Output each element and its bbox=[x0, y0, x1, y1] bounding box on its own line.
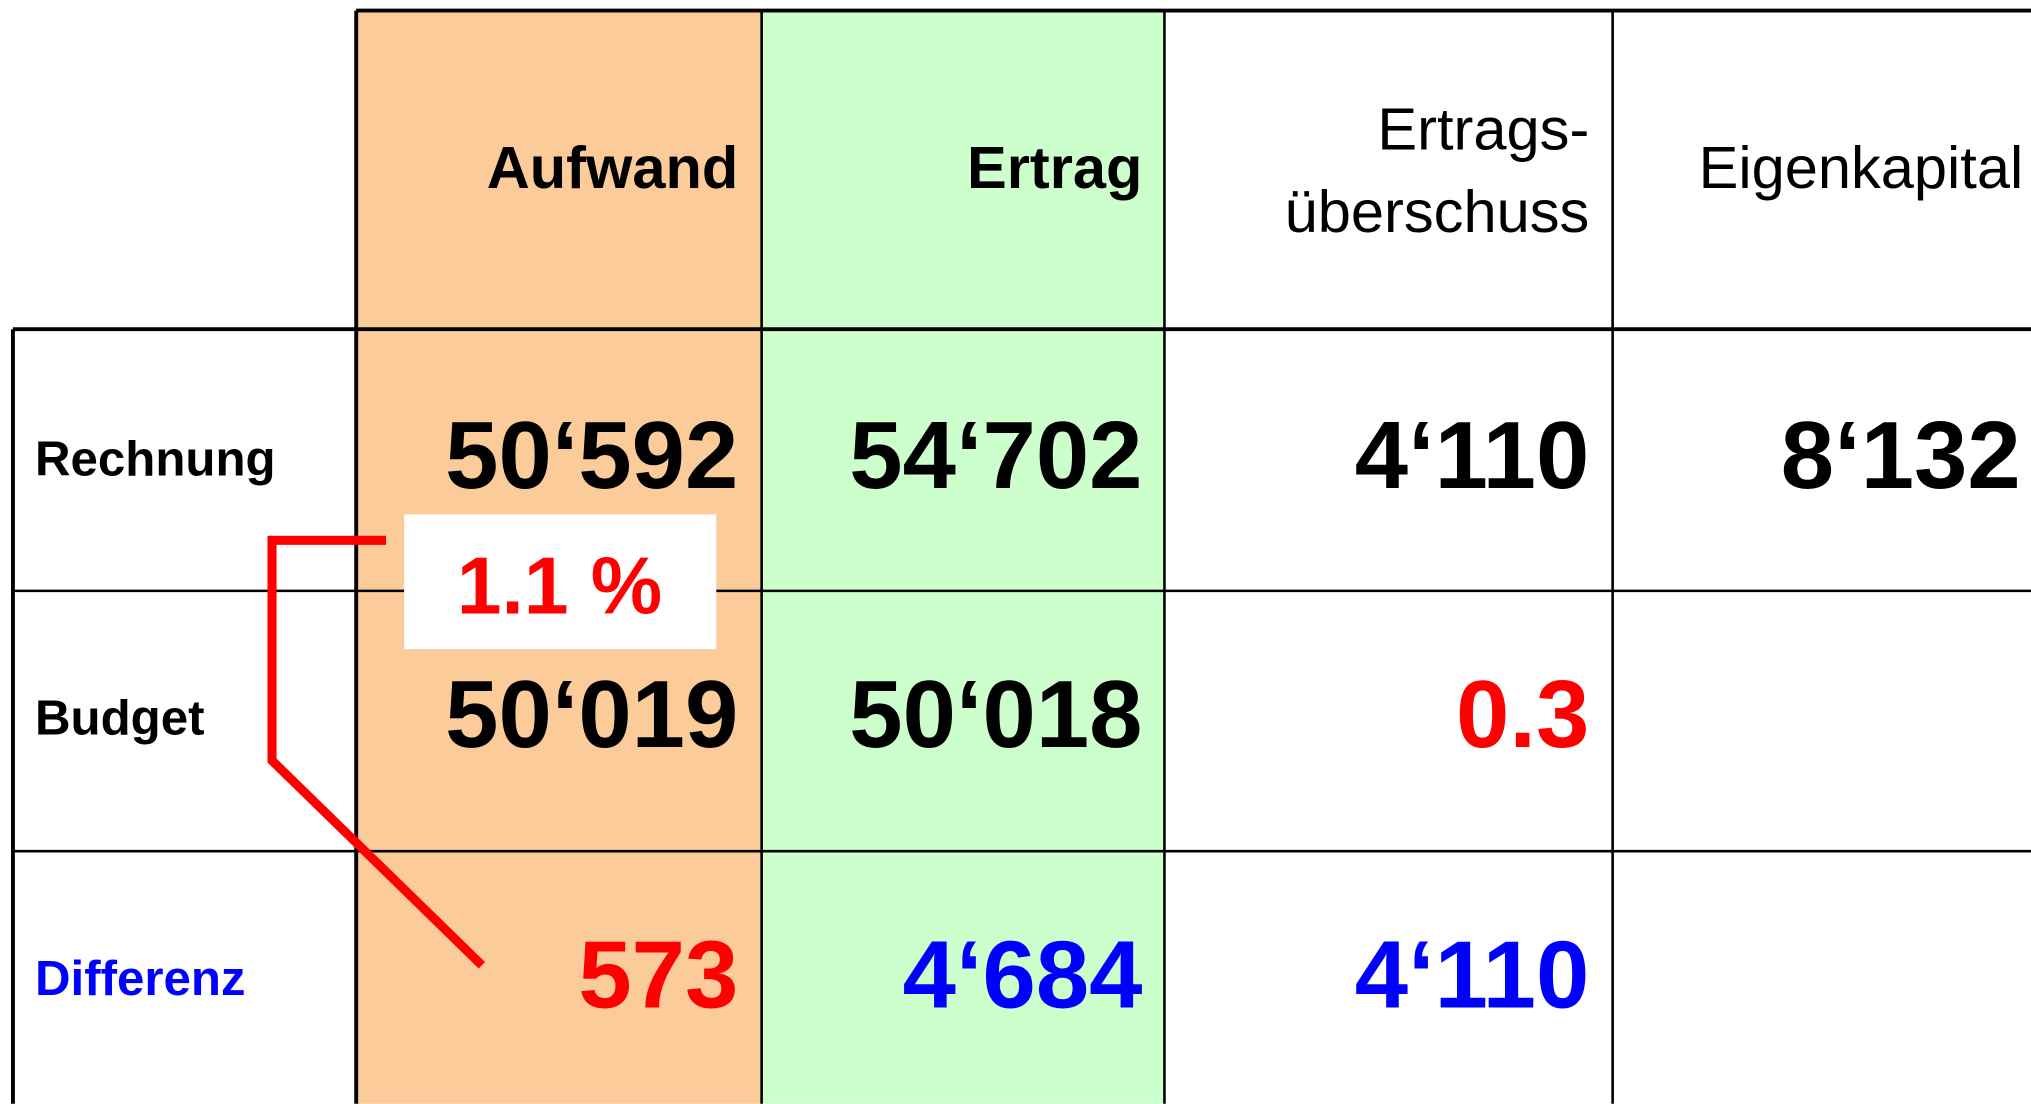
cell-value: 4‘110 bbox=[1355, 402, 1590, 509]
cell-value: 8‘132 bbox=[1781, 402, 2021, 509]
cell-value: 573 bbox=[578, 921, 738, 1028]
cell-value: 4‘684 bbox=[903, 921, 1143, 1028]
column-header: Ertrag bbox=[967, 134, 1142, 201]
column-header: Aufwand bbox=[487, 134, 739, 201]
cell-value: 50‘018 bbox=[849, 661, 1142, 768]
cell-value: 54‘702 bbox=[849, 402, 1142, 509]
connector bbox=[267, 535, 486, 969]
annotation-box bbox=[404, 514, 717, 650]
ertrag-column-fill bbox=[761, 10, 1165, 1104]
row-label: Budget bbox=[35, 691, 205, 746]
grid bbox=[11, 8, 2031, 1104]
column-header: Eigenkapital bbox=[1699, 134, 2024, 201]
row-label: Rechnung bbox=[35, 432, 276, 487]
cell-value: 50‘592 bbox=[445, 402, 738, 509]
column-header: überschuss bbox=[1285, 178, 1590, 245]
cell-value: 0.3 bbox=[1456, 661, 1589, 768]
annotation: 1.1 % bbox=[457, 541, 662, 631]
column-header: Ertrags- bbox=[1377, 95, 1589, 162]
cell-value: 4‘110 bbox=[1355, 921, 1590, 1028]
row-label: Differenz bbox=[35, 951, 246, 1006]
cell-value: 50‘019 bbox=[445, 661, 738, 768]
